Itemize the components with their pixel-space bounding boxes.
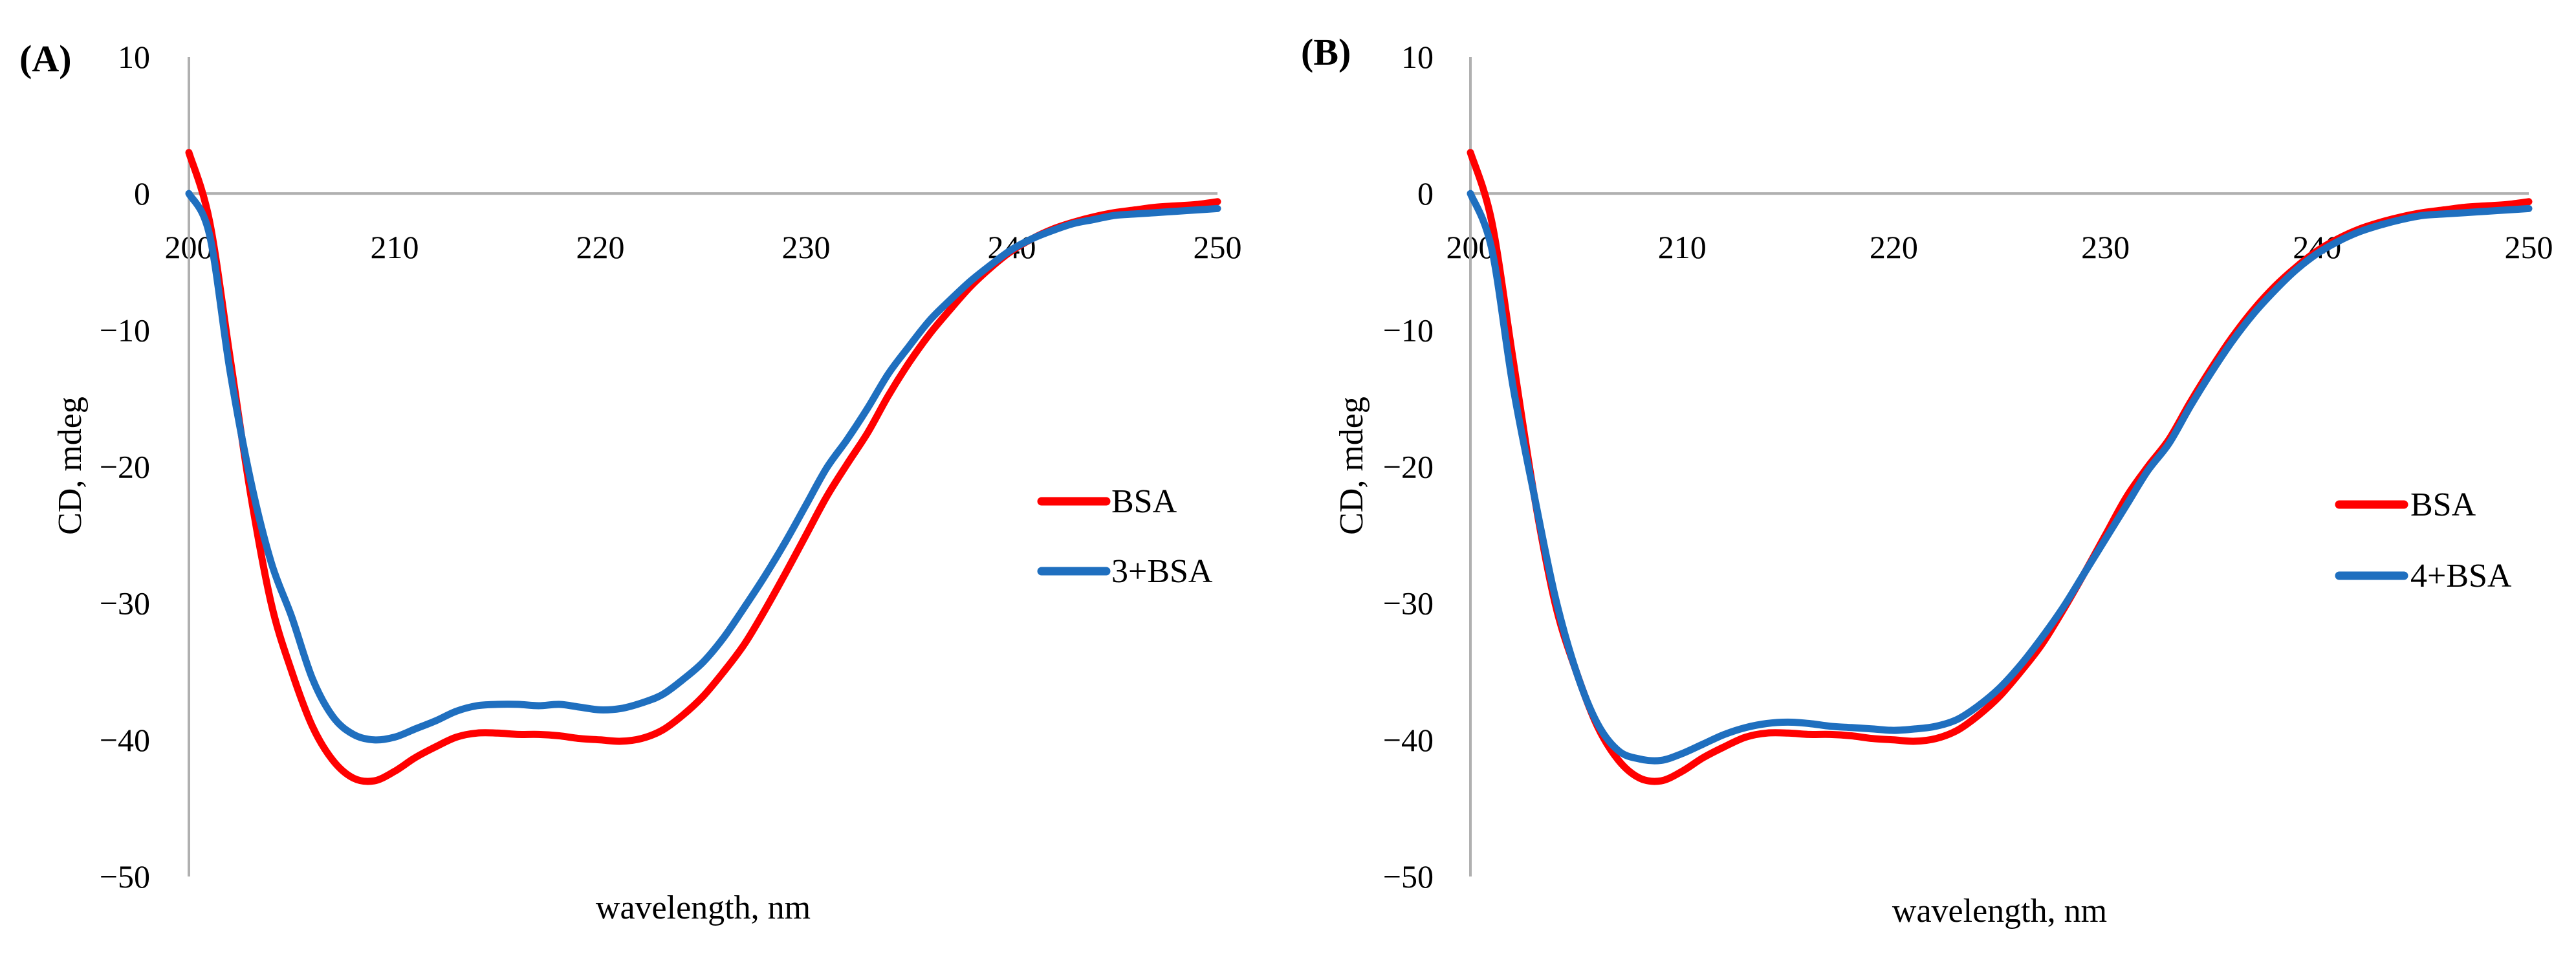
x-tick-labels: 200 210 220 230 240 250 [1446,229,2553,265]
series-line-3-bsa [185,190,1221,744]
chart-panel-a: (A) 10 0 −10 −20 −30 −40 −50 200 210 220… [19,38,1242,926]
x-axis-title: wavelength, nm [1892,893,2107,930]
legend-label-4-bsa: 4+BSA [2410,558,2512,594]
x-tick-label: 210 [1658,229,1707,265]
chart-panel-b: (B) 10 0 −10 −20 −30 −40 −50 200 210 220… [1301,31,2553,930]
x-tick-label: 220 [576,229,625,265]
panel-label: (A) [19,38,72,80]
y-tick-label: 10 [1401,39,1434,75]
y-tick-label: −50 [100,858,150,895]
legend-label-bsa: BSA [2410,486,2476,523]
x-tick-label: 250 [2505,229,2553,265]
y-tick-labels: 10 0 −10 −20 −30 −40 −50 [1383,39,1434,895]
x-tick-label: 230 [2081,229,2130,265]
x-tick-label: 230 [782,229,831,265]
y-tick-label: −20 [1383,449,1434,485]
y-tick-label: −20 [100,449,150,485]
legend-label-bsa: BSA [1111,483,1177,520]
y-tick-label: −50 [1383,858,1434,895]
y-axis-title: CD, mdeg [52,397,89,535]
x-axis-title: wavelength, nm [596,889,811,926]
legend: BSA 4+BSA [2335,486,2512,594]
y-tick-label: −30 [1383,585,1434,622]
y-tick-labels: 10 0 −10 −20 −30 −40 −50 [100,39,150,895]
y-tick-label: −40 [1383,722,1434,758]
x-tick-labels: 200 210 220 230 240 250 [165,229,1242,265]
y-tick-label: −30 [100,585,150,622]
y-tick-label: 0 [134,175,150,212]
x-tick-label: 220 [1870,229,1918,265]
y-tick-label: −10 [1383,312,1434,348]
x-tick-label: 250 [1194,229,1242,265]
series-line-bsa [185,149,1221,785]
x-tick-label: 210 [371,229,419,265]
y-tick-label: −40 [100,722,150,758]
y-axis-title: CD, mdeg [1333,397,1370,535]
series-line-4-bsa [1467,190,2533,765]
y-tick-label: −10 [100,312,150,348]
panel-label: (B) [1301,31,1351,73]
legend-label-3-bsa: 3+BSA [1111,553,1213,590]
y-tick-label: 0 [1417,175,1434,212]
legend: BSA 3+BSA [1037,483,1213,590]
y-tick-label: 10 [118,39,150,75]
